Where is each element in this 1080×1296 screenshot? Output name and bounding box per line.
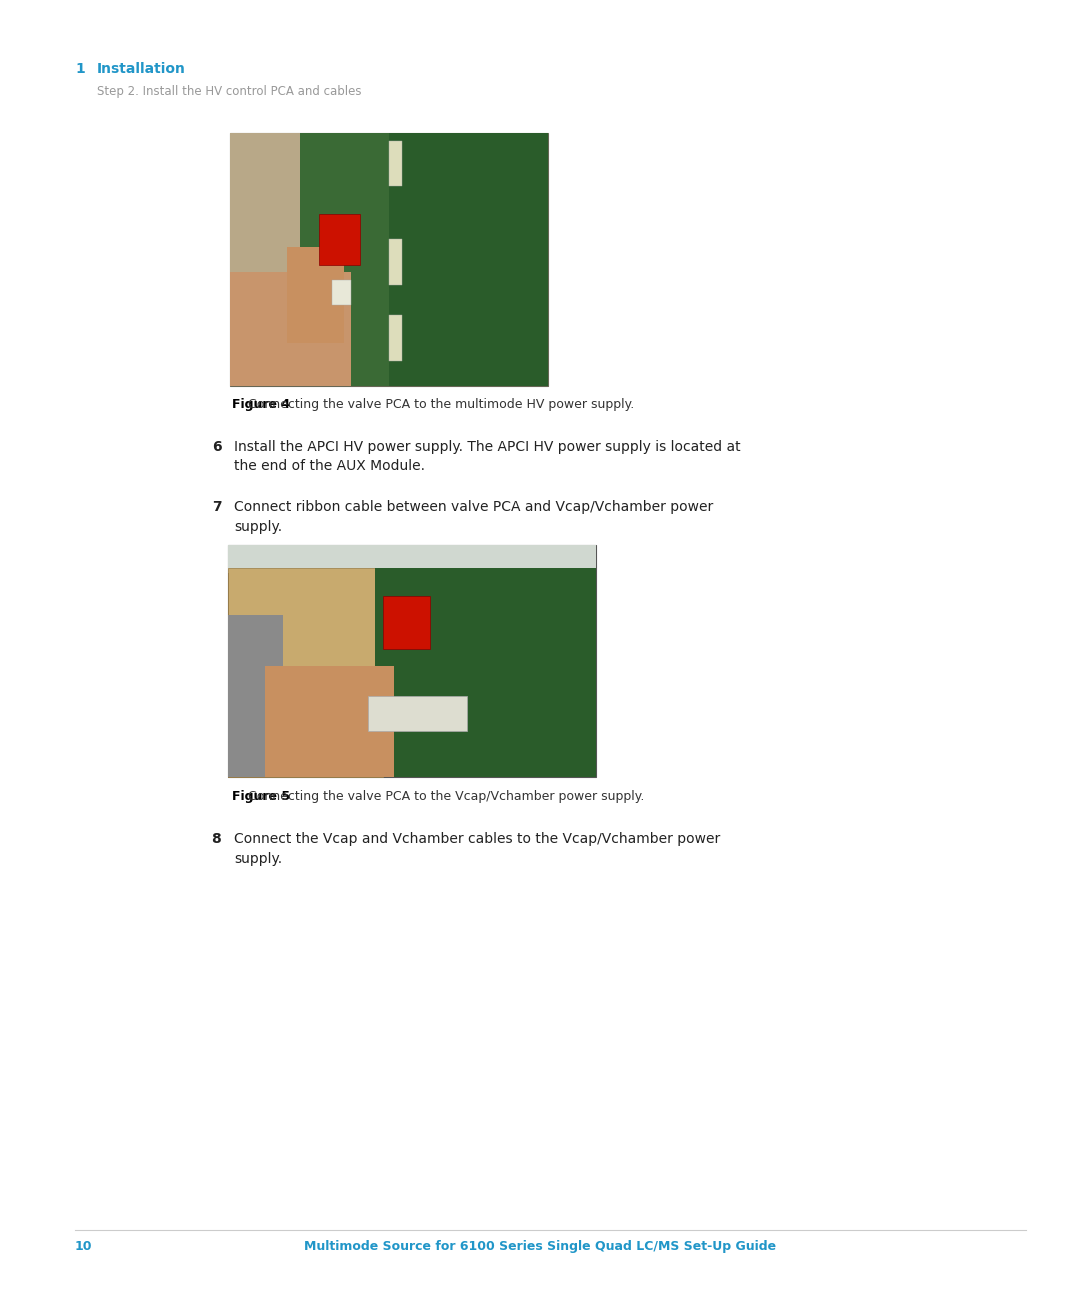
Text: Step 2. Install the HV control PCA and cables: Step 2. Install the HV control PCA and c…	[97, 86, 362, 98]
Bar	[300, 133, 548, 386]
Bar	[382, 596, 431, 649]
Bar	[389, 315, 402, 360]
Text: Figure 4: Figure 4	[232, 398, 291, 411]
Text: 1: 1	[75, 62, 84, 76]
Bar	[230, 272, 351, 386]
Bar	[228, 614, 283, 778]
Bar	[300, 133, 389, 386]
Text: 7: 7	[213, 500, 232, 515]
Bar	[389, 140, 402, 187]
Text: Installation: Installation	[97, 62, 186, 76]
Text: 8: 8	[213, 832, 232, 846]
Bar	[230, 133, 548, 386]
Bar	[287, 246, 345, 343]
Text: Figure 5: Figure 5	[232, 791, 291, 804]
Bar	[230, 133, 300, 386]
Text: 10: 10	[75, 1240, 93, 1253]
Text: Connect the Vcap and Vchamber cables to the Vcap/Vchamber power
supply.: Connect the Vcap and Vchamber cables to …	[234, 832, 720, 866]
Bar	[375, 568, 596, 778]
Bar	[332, 280, 351, 305]
Text: Install the APCI HV power supply. The APCI HV power supply is located at
the end: Install the APCI HV power supply. The AP…	[234, 441, 741, 473]
Bar	[319, 214, 361, 264]
Bar	[228, 568, 382, 778]
Text: 6: 6	[213, 441, 232, 454]
Text: Connecting the valve PCA to the Vcap/Vchamber power supply.: Connecting the valve PCA to the Vcap/Vch…	[232, 791, 645, 804]
Text: Connecting the valve PCA to the multimode HV power supply.: Connecting the valve PCA to the multimod…	[232, 398, 634, 411]
Text: Multimode Source for 6100 Series Single Quad LC/MS Set-Up Guide: Multimode Source for 6100 Series Single …	[303, 1240, 777, 1253]
Bar	[389, 240, 402, 285]
Bar	[228, 546, 596, 573]
Polygon shape	[368, 696, 468, 731]
Text: Connect ribbon cable between valve PCA and Vcap/Vchamber power
supply.: Connect ribbon cable between valve PCA a…	[234, 500, 713, 534]
Bar	[228, 546, 596, 778]
Bar	[265, 666, 393, 778]
